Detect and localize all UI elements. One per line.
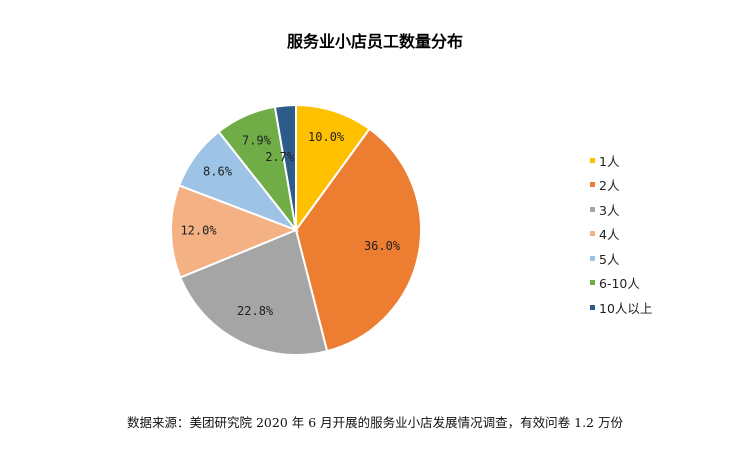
legend-item-6: 6-10人 [590, 271, 652, 296]
pie-slice-1 [295, 103, 371, 234]
legend-item-4: 4人 [590, 222, 652, 247]
legend-swatch [590, 182, 595, 188]
legend-swatch [590, 206, 595, 212]
pie-slice-4 [170, 184, 299, 279]
pie-slice-3 [179, 228, 329, 356]
legend-swatch [590, 255, 595, 261]
slice-data-label-3: 22.8% [237, 304, 274, 318]
slice-data-label-2: 36.0% [364, 239, 401, 253]
legend-swatch [590, 157, 595, 163]
legend-item-2: 2人 [590, 173, 652, 198]
legend-item-7: 10人以上 [590, 295, 652, 320]
legend-swatch [590, 304, 595, 310]
legend-label: 6-10人 [599, 276, 640, 292]
legend-item-1: 1人 [590, 148, 652, 173]
legend-label: 10人以上 [599, 300, 653, 316]
slice-data-label-7: 2.7% [265, 150, 295, 164]
legend-item-5: 5人 [590, 246, 652, 271]
pie-slice-7 [273, 103, 297, 231]
legend-item-3: 3人 [590, 197, 652, 222]
legend-label: 2人 [599, 178, 620, 194]
legend-label: 5人 [599, 251, 620, 267]
chart-legend: 1人 2人 3人 4人 5人 6-10人 10人以上 [590, 148, 652, 320]
legend-swatch [590, 231, 595, 237]
legend-label: 4人 [599, 227, 620, 243]
source-note: 数据来源：美团研究院 2020 年 6 月开展的服务业小店发展情况调查，有效问卷… [127, 415, 623, 430]
legend-label: 1人 [599, 153, 620, 169]
chart-title: 服务业小店员工数量分布 [286, 32, 463, 51]
pie-slice-2 [294, 127, 422, 353]
slice-data-label-4: 12.0% [180, 224, 217, 238]
legend-label: 3人 [599, 202, 620, 218]
slice-data-label-5: 8.6% [203, 165, 233, 179]
legend-swatch [590, 280, 595, 286]
slice-data-label-6: 7.9% [242, 133, 272, 147]
slice-data-label-1: 10.0% [308, 130, 345, 144]
